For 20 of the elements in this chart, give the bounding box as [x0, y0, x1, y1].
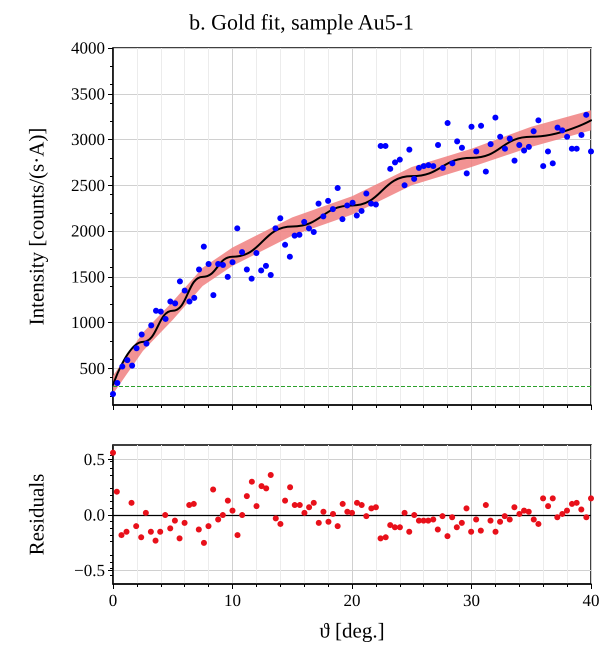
y-tick-label: 3000	[71, 130, 105, 150]
y-tick-label: 0.5	[84, 450, 105, 469]
y-tick-label: 500	[80, 358, 105, 378]
chart-title: b. Gold fit, sample Au5-1	[189, 10, 414, 34]
x-tick-label: 40	[582, 591, 600, 610]
y-tick-label: 2500	[71, 176, 105, 195]
y-axis-title: Intensity [counts/(s·A)]	[24, 128, 48, 326]
y-tick-label: 0.0	[84, 506, 105, 525]
y-axis-title: Residuals	[24, 474, 48, 556]
y-tick-label: 1000	[71, 313, 105, 332]
y-tick-label: 2000	[71, 222, 105, 241]
y-tick-label: 4000	[71, 38, 105, 58]
y-tick-label: 3500	[71, 84, 105, 104]
x-tick-label: 10	[224, 591, 241, 610]
x-axis-title: ϑ [deg.]	[319, 618, 385, 642]
x-tick-label: 30	[463, 591, 480, 610]
x-tick-label: 20	[344, 591, 360, 610]
y-tick-label: −0.5	[74, 561, 105, 580]
y-tick-label: 1500	[71, 267, 105, 286]
x-tick-label: 0	[108, 591, 118, 610]
